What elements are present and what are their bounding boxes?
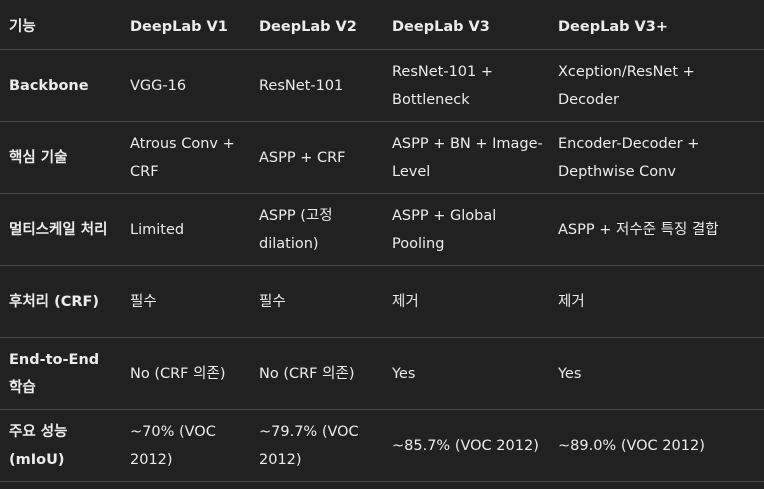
header-cell-v2: DeepLab V2	[259, 18, 357, 35]
table-cell: 제거	[558, 293, 585, 310]
table-cell: ~89.0% (VOC 2012)	[558, 437, 705, 454]
table-cell: 제거	[392, 293, 419, 310]
table-cell: Yes	[392, 365, 416, 382]
table-cell: ASPP (고정 dilation)	[259, 207, 333, 252]
header-cell-feature: 기능	[9, 18, 36, 35]
row-header-cell: 후처리 (CRF)	[9, 293, 100, 310]
table-row: 핵심 기술 Atrous Conv + CRF ASPP + CRF ASPP …	[0, 122, 764, 194]
header-cell-v3: DeepLab V3	[392, 18, 490, 35]
table-cell: Encoder-Decoder + Depthwise Conv	[558, 135, 700, 180]
table-cell: Xception/ResNet + Decoder	[558, 63, 695, 108]
table-cell: VGG-16	[130, 77, 187, 94]
table-row: 멀티스케일 처리 Limited ASPP (고정 dilation) ASPP…	[0, 194, 764, 266]
table-cell: 필수	[259, 293, 286, 310]
row-header-cell: 핵심 기술	[9, 149, 68, 166]
table-header-row: 기능 DeepLab V1 DeepLab V2 DeepLab V3 Deep…	[0, 4, 764, 50]
row-header-cell: 멀티스케일 처리	[9, 221, 108, 238]
table-cell: 필수	[130, 293, 157, 310]
table-cell: No (CRF 의존)	[130, 365, 226, 382]
table-row: End-to-End 학습 No (CRF 의존) No (CRF 의존) Ye…	[0, 338, 764, 410]
table-cell: ResNet-101 + Bottleneck	[392, 63, 494, 108]
comparison-table: 기능 DeepLab V1 DeepLab V2 DeepLab V3 Deep…	[0, 4, 764, 482]
table-cell: ~79.7% (VOC 2012)	[259, 423, 359, 468]
table-cell: Limited	[130, 221, 185, 238]
row-header-cell: Backbone	[9, 77, 89, 94]
table-cell: ASPP + 저수준 특징 결합	[558, 221, 719, 238]
row-header-cell: End-to-End 학습	[9, 351, 100, 396]
table-cell: ASPP + BN + Image-Level	[392, 135, 543, 180]
table-cell: ~85.7% (VOC 2012)	[392, 437, 539, 454]
table-cell: ~70% (VOC 2012)	[130, 423, 216, 468]
table-row: 주요 성능 (mIoU) ~70% (VOC 2012) ~79.7% (VOC…	[0, 410, 764, 482]
table-row: 후처리 (CRF) 필수 필수 제거 제거	[0, 266, 764, 338]
table-cell: Atrous Conv + CRF	[130, 135, 235, 180]
table-cell: ASPP + Global Pooling	[392, 207, 497, 252]
table-row: Backbone VGG-16 ResNet-101 ResNet-101 + …	[0, 50, 764, 122]
table-cell: Yes	[558, 365, 582, 382]
header-cell-v1: DeepLab V1	[130, 18, 228, 35]
table-cell: ResNet-101	[259, 77, 344, 94]
header-cell-v3plus: DeepLab V3+	[558, 18, 668, 35]
table-cell: ASPP + CRF	[259, 149, 346, 166]
table-cell: No (CRF 의존)	[259, 365, 355, 382]
row-header-cell: 주요 성능 (mIoU)	[9, 423, 68, 468]
